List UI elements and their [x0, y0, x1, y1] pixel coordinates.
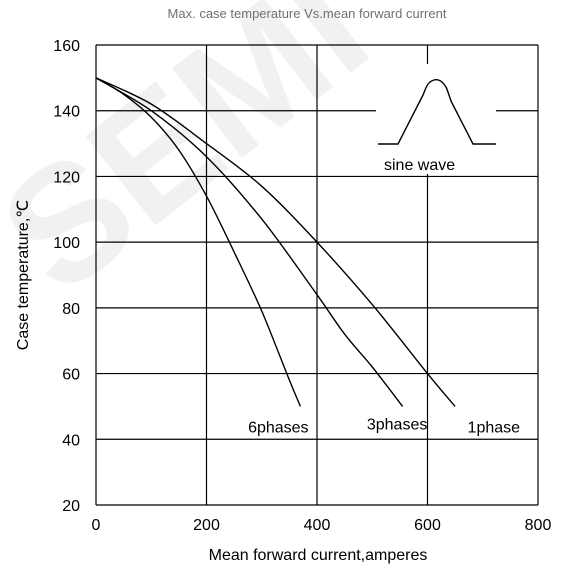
x-tick-label: 400	[304, 517, 331, 534]
x-tick-label: 800	[525, 517, 552, 534]
y-tick-label: 100	[53, 235, 80, 252]
series-line-1phase	[95, 77, 456, 407]
y-tick-label: 80	[62, 301, 80, 318]
sine-half-wave-icon	[378, 79, 496, 145]
y-tick-label: 40	[62, 432, 80, 449]
x-axis-label: Mean forward current,amperes	[209, 547, 428, 564]
series-label-1phase: 1phase	[468, 420, 521, 437]
x-tick-label: 0	[92, 517, 101, 534]
y-tick-label: 160	[53, 38, 80, 55]
x-tick-label: 600	[414, 517, 441, 534]
sine-wave-label: sine wave	[384, 157, 455, 174]
axes: 0 200 400 600 800 20 40 60 80 100 120 140 160	[53, 38, 551, 534]
y-tick-label: 120	[53, 169, 80, 186]
y-axis-label: Case temperature,℃	[15, 200, 32, 350]
series-line-3phases	[95, 77, 404, 407]
series-layer: 6phases 3phases 1phase	[95, 77, 521, 437]
x-tick-label: 200	[193, 517, 220, 534]
y-tick-label: 140	[53, 104, 80, 121]
sine-wave-annotation: sine wave	[376, 64, 496, 174]
series-label-6phases: 6phases	[248, 420, 309, 437]
series-label-3phases: 3phases	[367, 416, 428, 433]
chart-title: Max. case temperature Vs.mean forward cu…	[168, 6, 447, 21]
y-tick-label: 60	[62, 367, 80, 384]
series-line-6phases	[95, 77, 302, 407]
y-tick-label: 20	[62, 498, 80, 515]
